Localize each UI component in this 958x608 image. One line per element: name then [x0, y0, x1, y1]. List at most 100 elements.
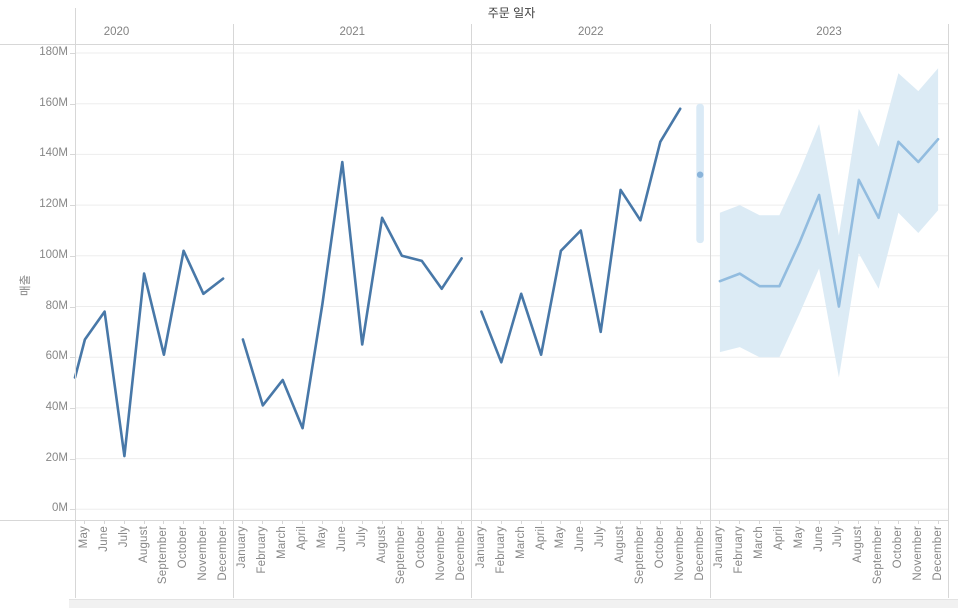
x-month-label: October: [891, 526, 904, 569]
x-axis-tick: [202, 520, 204, 524]
x-axis-tick: [461, 520, 463, 524]
x-month-label: January: [713, 526, 726, 569]
x-month-label: June: [574, 526, 587, 552]
x-axis-tick: [104, 520, 106, 524]
x-month-label: July: [832, 526, 845, 548]
x-month-label: May: [554, 526, 567, 549]
y-axis-tick: [70, 306, 75, 308]
x-month-label: September: [157, 526, 170, 585]
x-month-label: February: [733, 526, 746, 574]
actual-line-2021[interactable]: [241, 160, 463, 430]
x-axis-tick: [659, 520, 661, 524]
x-month-label: March: [753, 526, 766, 559]
y-axis-tick-label: 120M: [39, 198, 68, 211]
y-axis-tick-label: 140M: [39, 147, 68, 160]
panel-year-label-2022: 2022: [577, 26, 604, 38]
estimate-point-marker[interactable]: [696, 171, 704, 178]
x-axis-tick: [897, 520, 899, 524]
x-month-label: October: [177, 526, 190, 569]
x-month-label: September: [395, 526, 408, 585]
y-axis-tick: [70, 103, 75, 105]
y-axis-tick: [70, 154, 75, 156]
y-axis-tick-label: 40M: [45, 400, 68, 413]
x-month-label: June: [812, 526, 825, 552]
x-axis-tick: [778, 520, 780, 524]
actual-line-2020[interactable]: [73, 249, 225, 458]
x-month-label: August: [852, 526, 865, 564]
pane-border: [471, 24, 472, 598]
x-axis-tick: [222, 520, 224, 524]
y-axis-tick: [70, 357, 75, 359]
header-divider: [0, 44, 948, 45]
x-axis-tick: [163, 520, 165, 524]
x-month-label: February: [256, 526, 269, 574]
x-axis-tick: [679, 520, 681, 524]
pane-border: [947, 24, 949, 598]
x-month-label: August: [614, 526, 627, 564]
x-month-label: May: [792, 526, 805, 549]
x-month-label: September: [633, 526, 646, 585]
x-month-label: September: [872, 526, 885, 585]
y-axis-tick-label: 20M: [45, 451, 68, 464]
x-month-label: May: [78, 526, 91, 549]
x-axis-tick: [719, 520, 721, 524]
x-axis-tick: [540, 520, 542, 524]
x-axis-tick: [580, 520, 582, 524]
pane-border: [709, 24, 711, 598]
y-axis-tick: [70, 407, 75, 409]
x-axis-tick: [302, 520, 304, 524]
x-month-label: November: [673, 526, 686, 581]
y-axis-tick: [70, 509, 75, 511]
x-month-label: July: [355, 526, 368, 548]
panel-year-label-2023: 2023: [816, 26, 842, 38]
y-axis-tick-label: 80M: [45, 299, 68, 312]
x-axis-tick: [361, 520, 363, 524]
x-axis-tick: [183, 520, 185, 524]
pane-border: [232, 24, 234, 598]
pane-border: [74, 8, 76, 598]
x-month-label: November: [435, 526, 448, 581]
x-axis-tick: [739, 520, 741, 524]
x-month-label: April: [534, 526, 547, 551]
forecast-confidence-band[interactable]: [719, 68, 939, 378]
x-axis-tick: [381, 520, 383, 524]
y-axis-tick: [70, 255, 75, 257]
x-month-label: February: [494, 526, 507, 574]
x-axis-tick: [917, 520, 919, 524]
y-axis-tick-label: 0M: [52, 502, 68, 515]
panel-year-label-2021: 2021: [339, 26, 366, 38]
x-axis-tick: [937, 520, 939, 524]
x-month-label: April: [772, 526, 785, 551]
y-axis-tick-label: 180M: [39, 46, 68, 58]
x-month-label: November: [911, 526, 924, 581]
x-axis-tick: [262, 520, 264, 524]
x-axis-tick: [143, 520, 145, 524]
x-axis-tick: [620, 520, 622, 524]
chart-title: 주문 일자: [487, 6, 536, 20]
x-month-label: July: [594, 526, 607, 548]
x-axis-tick: [798, 520, 800, 524]
x-month-label: March: [276, 526, 289, 559]
x-month-label: January: [474, 526, 487, 569]
x-month-label: August: [137, 526, 150, 564]
x-month-label: October: [415, 526, 428, 569]
x-month-label: November: [196, 526, 209, 581]
x-month-label: June: [98, 526, 111, 552]
x-axis-tick: [520, 520, 522, 524]
x-month-label: August: [375, 526, 388, 564]
forecast-line-2023[interactable]: [718, 137, 940, 308]
x-month-label: March: [514, 526, 527, 559]
x-axis-tick: [282, 520, 284, 524]
panel-year-label-2020: 2020: [103, 26, 130, 38]
x-month-label: May: [315, 526, 328, 549]
x-axis-tick: [639, 520, 641, 524]
x-axis-tick: [699, 520, 701, 524]
x-month-label: October: [653, 526, 666, 569]
actual-line-2022[interactable]: [480, 107, 682, 364]
x-axis-tick: [480, 520, 482, 524]
x-axis-tick: [878, 520, 880, 524]
x-month-label: June: [335, 526, 348, 552]
x-axis-tick: [838, 520, 840, 524]
x-axis-tick: [242, 520, 244, 524]
